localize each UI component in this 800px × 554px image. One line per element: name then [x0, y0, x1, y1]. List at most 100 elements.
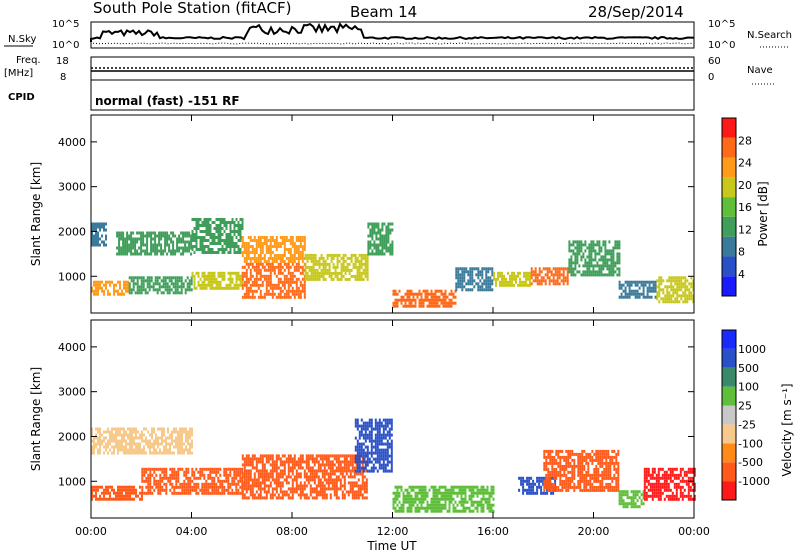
echo-cell — [495, 280, 497, 284]
echo-cell — [115, 494, 117, 498]
echo-cell — [177, 479, 180, 483]
echo-cell — [128, 249, 131, 253]
echo-cell — [271, 466, 274, 470]
echo-cell — [172, 234, 175, 238]
echo-cell — [293, 280, 296, 284]
echo-cell — [283, 254, 286, 257]
echo-cell — [138, 246, 141, 250]
echo-cell — [154, 282, 157, 286]
echo-cell — [376, 469, 379, 473]
echo-cell — [386, 448, 389, 452]
echo-cell — [281, 239, 284, 242]
echo-cell — [141, 467, 144, 471]
echo-cell — [150, 240, 153, 244]
echo-cell — [99, 430, 101, 434]
echo-cell — [237, 274, 240, 278]
echo-cell — [412, 292, 415, 296]
echo-cell — [95, 485, 97, 489]
echo-cell — [156, 249, 159, 253]
echo-cell — [125, 286, 127, 290]
echo-cell — [390, 445, 393, 449]
echo-cell — [308, 253, 311, 257]
echo-cell — [597, 479, 600, 483]
echo-cell — [404, 292, 407, 296]
echo-cell — [522, 491, 525, 495]
echo-cell — [261, 472, 264, 476]
echo-cell — [267, 292, 270, 296]
echo-cell — [261, 274, 264, 278]
echo-cell — [538, 482, 541, 486]
echo-cell — [190, 237, 193, 241]
echo-cell — [215, 251, 218, 254]
echo-cell — [374, 418, 377, 422]
echo-cell — [365, 484, 368, 488]
echo-cell — [161, 467, 164, 471]
echo-cell — [547, 452, 550, 456]
echo-cell — [462, 500, 465, 504]
echo-cell — [570, 267, 573, 271]
echo-cell — [545, 461, 548, 465]
echo-cell — [398, 509, 401, 513]
echo-cell — [125, 283, 127, 287]
echo-cell — [501, 274, 503, 278]
echo-cell — [603, 488, 606, 492]
echo-cell — [455, 282, 458, 286]
echo-cell — [497, 271, 499, 275]
echo-cell — [134, 276, 137, 280]
echo-cell — [315, 493, 318, 497]
echo-cell — [349, 460, 352, 464]
echo-cell — [442, 301, 445, 305]
echo-cell — [95, 231, 97, 235]
echo-cell — [327, 472, 330, 476]
echo-cell — [610, 258, 613, 262]
echo-cell — [576, 249, 579, 253]
echo-cell — [388, 460, 391, 464]
echo-cell — [404, 298, 407, 302]
echo-cell — [271, 262, 274, 266]
echo-cell — [93, 488, 95, 492]
echo-cell — [318, 265, 321, 269]
echo-cell — [344, 271, 347, 275]
echo-cell — [579, 473, 582, 477]
echo-cell — [293, 245, 296, 248]
echo-cell — [461, 279, 464, 283]
echo-cell — [330, 256, 333, 260]
echo-cell — [283, 463, 286, 467]
echo-cell — [598, 240, 601, 244]
echo-cell — [376, 442, 379, 446]
echo-cell — [574, 240, 577, 244]
echo-cell — [398, 298, 401, 302]
echo-cell — [578, 240, 581, 244]
echo-cell — [113, 439, 115, 443]
echo-cell — [572, 249, 575, 253]
echo-cell — [269, 493, 272, 497]
echo-cell — [193, 485, 196, 489]
echo-cell — [229, 277, 232, 281]
echo-cell — [178, 249, 181, 253]
echo-cell — [269, 481, 272, 485]
echo-cell — [297, 265, 300, 269]
echo-cell — [227, 277, 230, 281]
echo-cell — [356, 277, 359, 281]
echo-cell — [582, 252, 585, 256]
echo-cell — [601, 458, 604, 462]
echo-cell — [365, 478, 368, 482]
echo-cell — [477, 288, 480, 292]
echo-cell — [269, 251, 272, 254]
echo-cell — [191, 430, 193, 434]
echo-cell — [546, 270, 549, 274]
echo-cell — [169, 445, 171, 449]
echo-cell — [140, 288, 143, 292]
echo-cell — [249, 475, 252, 479]
echo-cell — [444, 301, 447, 305]
echo-cell — [332, 256, 335, 260]
echo-cell — [559, 461, 562, 465]
echo-cell — [223, 286, 226, 290]
echo-cell — [455, 285, 458, 289]
echo-cell — [334, 271, 337, 275]
echo-cell — [215, 280, 218, 284]
echo-cell — [356, 454, 359, 458]
echo-cell — [618, 286, 621, 290]
echo-cell — [285, 265, 288, 269]
echo-cell — [153, 451, 155, 455]
